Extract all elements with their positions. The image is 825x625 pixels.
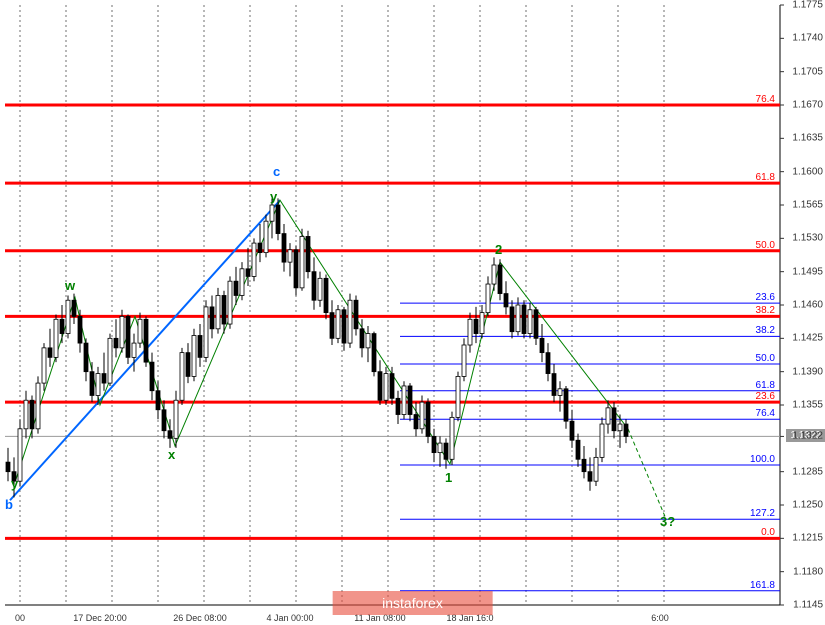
- chart-container: 76.4 61.8 50.0 38.2 23.6 0.0 23.6 38.2 50.0 61.8 7…: [0, 0, 825, 625]
- wave-label: y: [270, 189, 277, 204]
- fib-label-blue: 23.6: [756, 292, 775, 303]
- y-axis-tick: 1.1355: [792, 400, 823, 411]
- x-axis-tick: 26 Dec 08:00: [173, 613, 227, 623]
- y-axis-tick: 1.1250: [792, 500, 823, 511]
- fib-label-blue: 50.0: [756, 353, 775, 364]
- y-axis-tick: 1.1565: [792, 200, 823, 211]
- y-axis-tick: 1.1215: [792, 533, 823, 544]
- fib-label-red: 50.0: [756, 240, 775, 251]
- wave-label: y: [11, 476, 18, 491]
- wave-label: 1: [445, 470, 452, 485]
- wave-label: b: [5, 497, 13, 512]
- y-axis-tick: 1.1530: [792, 233, 823, 244]
- fib-label-blue: 161.8: [750, 580, 775, 591]
- y-axis-tick: 1.1322: [792, 431, 823, 442]
- y-axis-tick: 1.1180: [793, 566, 823, 577]
- fib-label-blue: 38.2: [756, 325, 775, 336]
- x-axis-tick: 17 Dec 20:00: [73, 613, 127, 623]
- chart-svg: [0, 0, 825, 625]
- y-axis-tick: 1.1600: [792, 166, 823, 177]
- y-axis-tick: 1.1390: [792, 366, 823, 377]
- y-axis-tick: 1.1635: [792, 133, 823, 144]
- fib-label-red: 38.2: [756, 305, 775, 316]
- y-axis-tick: 1.1285: [792, 466, 823, 477]
- fib-label-red: 76.4: [756, 94, 775, 105]
- x-axis-tick: 00: [15, 613, 25, 623]
- wave-label: w: [65, 278, 75, 293]
- y-axis-tick: 1.1460: [792, 300, 823, 311]
- y-axis-tick: 1.1145: [793, 600, 823, 611]
- y-axis-tick: 1.1670: [792, 100, 823, 111]
- wave-label: x: [168, 447, 175, 462]
- fib-label-red: 0.0: [761, 527, 775, 538]
- y-axis-tick: 1.1425: [792, 333, 823, 344]
- fib-label-blue: 100.0: [750, 454, 775, 465]
- wave-label: 3?: [660, 514, 675, 529]
- fib-label-blue: 76.4: [756, 408, 775, 419]
- x-axis-tick: 6:00: [651, 613, 669, 623]
- y-axis-tick: 1.1705: [792, 66, 823, 77]
- y-axis-tick: 1.1495: [792, 266, 823, 277]
- y-axis-tick: 1.1740: [792, 33, 823, 44]
- fib-label-red: 23.6: [756, 391, 775, 402]
- fib-label-blue: 127.2: [750, 508, 775, 519]
- watermark: instaforex: [332, 591, 493, 615]
- wave-label: 2: [495, 242, 502, 257]
- wave-label: c: [273, 164, 280, 179]
- x-axis-tick: 4 Jan 00:00: [266, 613, 313, 623]
- y-axis-tick: 1.1775: [792, 0, 823, 11]
- fib-label-blue: 61.8: [756, 380, 775, 391]
- fib-label-red: 61.8: [756, 172, 775, 183]
